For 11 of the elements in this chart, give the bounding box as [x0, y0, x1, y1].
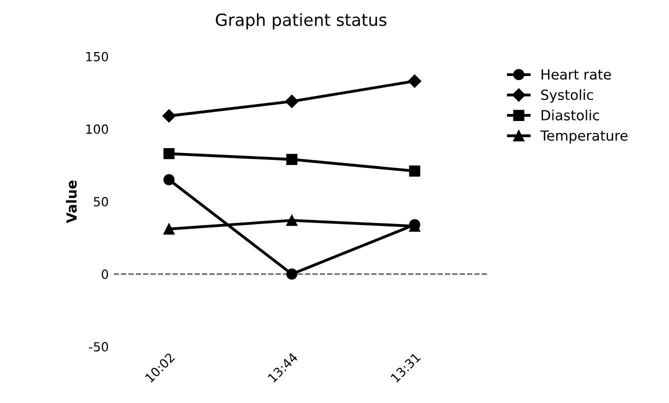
legend-label: Systolic	[541, 89, 594, 103]
legend-label: Heart rate	[542, 69, 611, 80]
y-axis-title: Value	[66, 180, 77, 224]
chart-title: Graph patient status	[216, 13, 386, 30]
y-tick-label: 0	[102, 270, 108, 279]
y-tick-label: -50	[89, 342, 108, 352]
legend-label: Diastolic	[542, 110, 600, 120]
y-tick-label: 50	[94, 196, 108, 206]
y-tick-label: 150	[86, 52, 108, 62]
y-tick-label: 100	[86, 124, 108, 134]
legend-label: Temperature	[540, 130, 628, 144]
